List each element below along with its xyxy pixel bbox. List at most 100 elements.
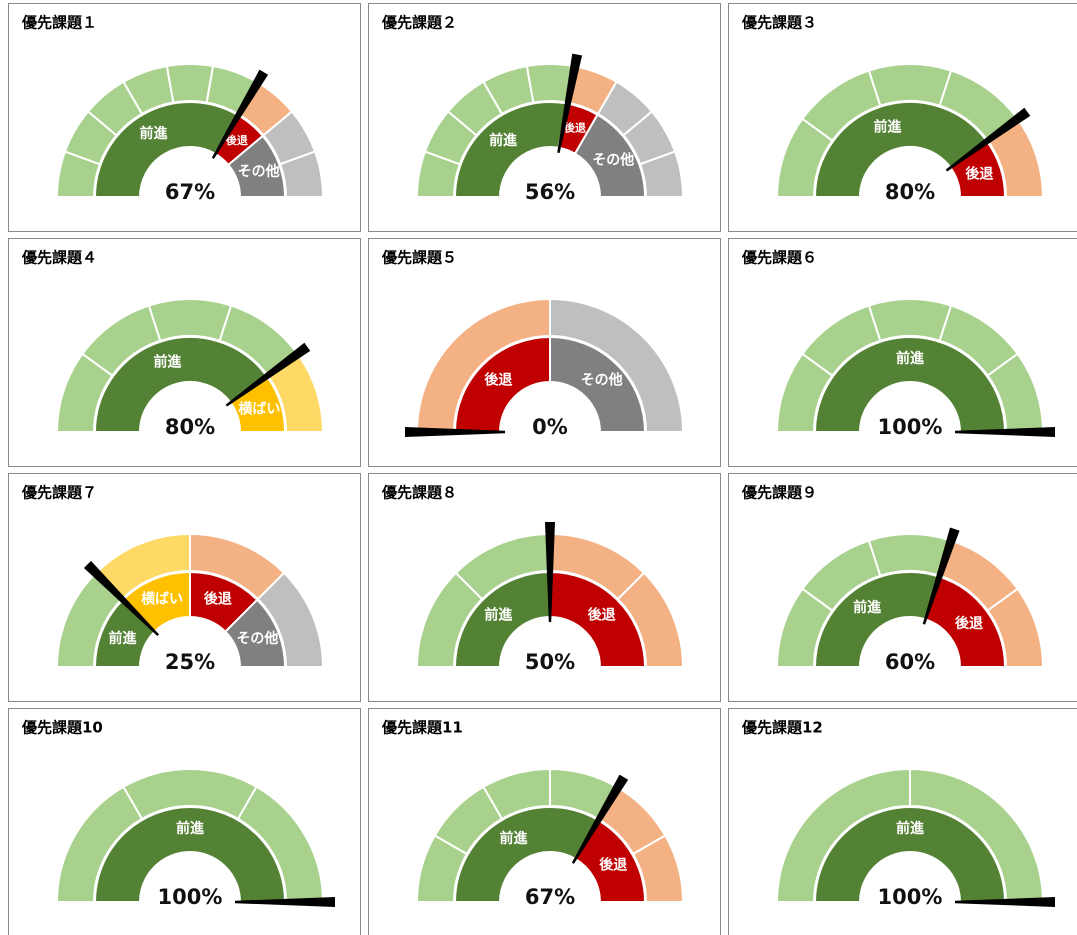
needle bbox=[955, 897, 1055, 907]
inner-segment bbox=[813, 101, 989, 198]
outer-segment bbox=[278, 150, 325, 198]
gauge-panel: 優先課題10 前進 100% bbox=[8, 708, 361, 935]
inner-segment bbox=[549, 335, 647, 433]
gauge-panel: 優先課題６ 前進 100% bbox=[728, 238, 1077, 467]
outer-segment bbox=[867, 63, 953, 107]
outer-segment bbox=[631, 834, 685, 903]
segment-label: 後退 bbox=[226, 133, 248, 147]
segment-label: 後退 bbox=[955, 615, 983, 632]
panel-title: 優先課題10 bbox=[21, 719, 103, 737]
outer-segment bbox=[616, 571, 685, 668]
segment-label: 前進 bbox=[153, 354, 181, 371]
segment-label: 前進 bbox=[484, 606, 512, 623]
panel-title: 優先課題９ bbox=[741, 484, 817, 502]
segment-label: 前進 bbox=[896, 350, 924, 367]
percent-label: 50% bbox=[525, 650, 575, 674]
inner-segment bbox=[813, 571, 941, 668]
needle bbox=[545, 522, 555, 622]
outer-segment bbox=[986, 117, 1045, 198]
panel-title: 優先課題12 bbox=[741, 719, 823, 737]
segment-label: 後退 bbox=[965, 165, 993, 182]
outer-segment bbox=[165, 63, 215, 104]
needle bbox=[405, 427, 505, 437]
percent-label: 56% bbox=[525, 180, 575, 204]
segment-label: 横ばい bbox=[141, 591, 183, 608]
segment-label: その他 bbox=[581, 371, 623, 388]
inner-segment bbox=[549, 570, 647, 668]
needle bbox=[235, 897, 335, 907]
inner-segment bbox=[813, 336, 1007, 433]
segment-label: 前進 bbox=[896, 820, 924, 837]
segment-label: 前進 bbox=[109, 630, 137, 647]
panel-title: 優先課題４ bbox=[21, 249, 97, 267]
segment-label: その他 bbox=[592, 152, 634, 169]
needle bbox=[922, 527, 960, 625]
gauge-panel: 優先課題８ 前進 後退 50% bbox=[368, 473, 721, 702]
needle bbox=[945, 107, 1031, 172]
segment-label: 後退 bbox=[588, 606, 616, 623]
inner-segment bbox=[93, 336, 269, 433]
panel-title: 優先課題２ bbox=[381, 14, 457, 32]
segment-label: 前進 bbox=[140, 125, 168, 142]
percent-label: 25% bbox=[165, 650, 215, 674]
inner-segment bbox=[93, 806, 287, 903]
percent-label: 100% bbox=[878, 415, 943, 439]
panel-title: 優先課題７ bbox=[21, 484, 97, 502]
panel-title: 優先課題５ bbox=[381, 249, 457, 267]
segment-label: その他 bbox=[238, 163, 280, 180]
needle bbox=[83, 560, 160, 637]
percent-label: 67% bbox=[525, 885, 575, 909]
segment-label: 前進 bbox=[500, 830, 528, 847]
panel-title: 優先課題１ bbox=[21, 14, 97, 32]
inner-segment bbox=[453, 806, 599, 903]
segment-label: 前進 bbox=[176, 820, 204, 837]
outer-segment bbox=[147, 298, 233, 342]
segment-label: 横ばい bbox=[238, 400, 280, 417]
needle bbox=[571, 774, 629, 864]
outer-segment bbox=[266, 352, 325, 433]
panel-title: 優先課題８ bbox=[381, 484, 457, 502]
segment-label: 後退 bbox=[599, 857, 627, 874]
gauge-panel: 優先課題５ 後退 その他 0% bbox=[368, 238, 721, 467]
percent-label: 80% bbox=[885, 180, 935, 204]
percent-label: 60% bbox=[885, 650, 935, 674]
inner-segment bbox=[453, 570, 551, 668]
panel-title: 優先課題３ bbox=[741, 14, 817, 32]
outer-segment bbox=[986, 587, 1045, 668]
percent-label: 80% bbox=[165, 415, 215, 439]
percent-label: 0% bbox=[532, 415, 568, 439]
percent-label: 100% bbox=[158, 885, 223, 909]
outer-segment bbox=[549, 297, 685, 433]
needle bbox=[211, 69, 269, 159]
needle bbox=[955, 427, 1055, 437]
inner-segment bbox=[453, 335, 551, 433]
segment-label: 前進 bbox=[873, 119, 901, 136]
needle bbox=[557, 53, 583, 154]
needle bbox=[225, 342, 311, 407]
gauge-panel: 優先課題12 前進 100% bbox=[728, 708, 1077, 935]
segment-label: 後退 bbox=[564, 120, 586, 134]
panel-title: 優先課題６ bbox=[741, 249, 817, 267]
percent-label: 67% bbox=[165, 180, 215, 204]
inner-segment bbox=[93, 101, 239, 198]
outer-segment bbox=[256, 571, 325, 668]
percent-label: 100% bbox=[878, 885, 943, 909]
segment-label: 前進 bbox=[489, 132, 517, 149]
outer-segment bbox=[867, 298, 953, 342]
segment-label: その他 bbox=[236, 630, 278, 647]
outer-segment bbox=[638, 150, 685, 198]
inner-segment bbox=[453, 101, 568, 198]
panel-title: 優先課題11 bbox=[381, 719, 463, 737]
segment-label: 前進 bbox=[853, 599, 881, 616]
inner-segment bbox=[813, 806, 1007, 903]
segment-label: 後退 bbox=[484, 371, 512, 388]
segment-label: 後退 bbox=[204, 591, 232, 608]
